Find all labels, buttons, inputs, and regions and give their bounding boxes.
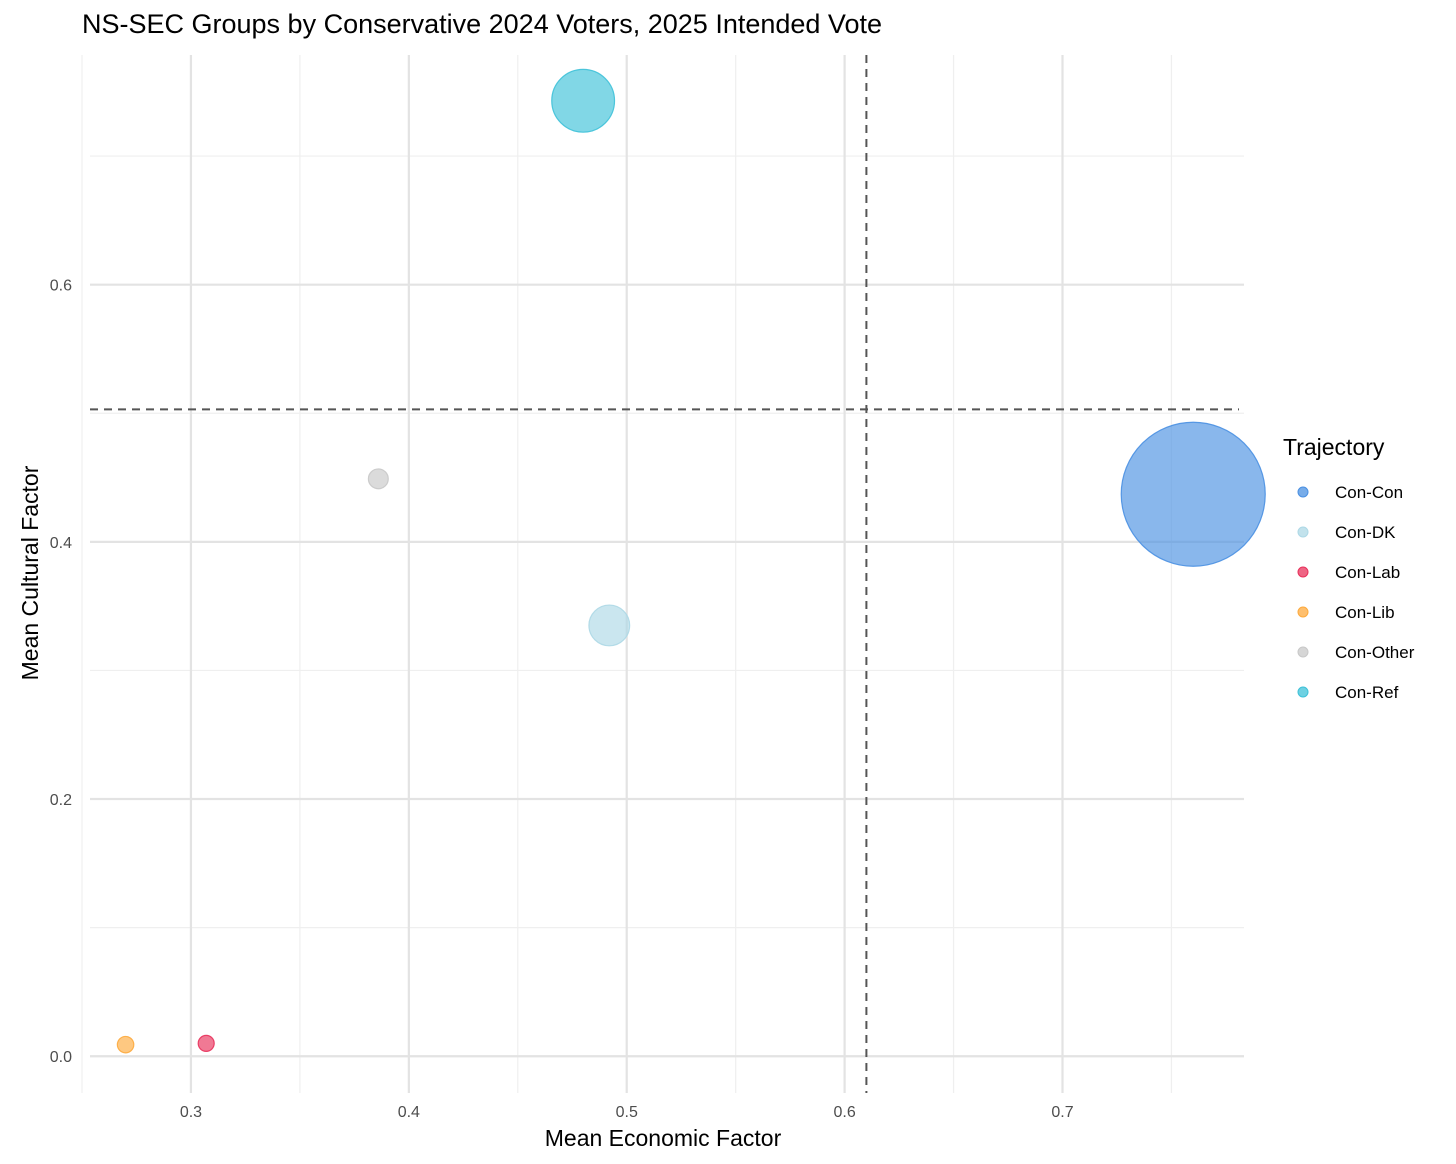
y-tick-label: 0.4 [50, 535, 72, 552]
y-axis-title: Mean Cultural Factor [17, 465, 43, 680]
legend-key-con-lib [1297, 606, 1309, 618]
legend-key-con-ref [1297, 686, 1309, 698]
x-tick-label: 0.6 [833, 1104, 855, 1121]
data-point-con-lib [116, 1035, 135, 1054]
legend-key-con-lab [1297, 566, 1309, 578]
x-tick-label: 0.4 [398, 1104, 420, 1121]
x-tick-label: 0.5 [616, 1104, 638, 1121]
legend-title: Trajectory [1283, 434, 1385, 460]
x-tick-label: 0.7 [1051, 1104, 1073, 1121]
legend-label-con-con: Con-Con [1335, 483, 1403, 502]
reference-lines [90, 55, 1239, 1093]
legend-key-con-other [1297, 646, 1309, 658]
legend-key-con-con [1297, 486, 1309, 498]
data-points [116, 68, 1266, 1054]
legend-label-con-dk: Con-DK [1335, 523, 1396, 542]
data-point-con-ref [551, 68, 616, 133]
legend-label-con-lib: Con-Lib [1335, 603, 1395, 622]
data-point-con-other [367, 468, 389, 490]
legend-label-con-ref: Con-Ref [1335, 683, 1399, 702]
x-tick-label: 0.3 [180, 1104, 202, 1121]
y-tick-label: 0.2 [50, 792, 72, 809]
y-tick-label: 0.0 [50, 1049, 72, 1066]
legend: Trajectory Con-ConCon-DKCon-LabCon-LibCo… [1283, 434, 1415, 702]
legend-label-con-other: Con-Other [1335, 643, 1415, 662]
data-point-con-con [1120, 421, 1266, 567]
y-tick-label: 0.6 [50, 278, 72, 295]
legend-key-con-dk [1297, 526, 1309, 538]
legend-label-con-lab: Con-Lab [1335, 563, 1400, 582]
x-axis-title: Mean Economic Factor [545, 1125, 782, 1151]
grid-lines [81, 55, 1244, 1093]
data-point-con-dk [588, 604, 631, 647]
data-point-con-lab [197, 1034, 215, 1052]
axis-ticks: 0.3 0.4 0.5 0.6 0.7 0.0 0.2 0.4 0.6 [50, 278, 1074, 1121]
chart-title: NS-SEC Groups by Conservative 2024 Voter… [82, 9, 882, 39]
legend-items: Con-Con Con-DK Con-Lab Con-Lib Con-Other Con-… [1297, 483, 1415, 702]
